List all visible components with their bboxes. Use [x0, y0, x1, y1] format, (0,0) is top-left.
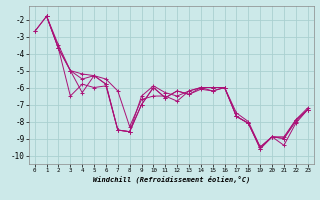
- X-axis label: Windchill (Refroidissement éolien,°C): Windchill (Refroidissement éolien,°C): [92, 176, 250, 183]
